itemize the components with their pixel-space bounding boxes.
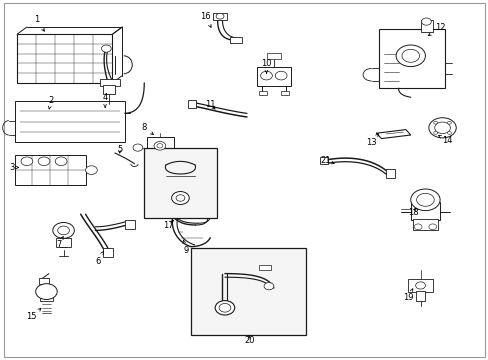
- Circle shape: [416, 193, 433, 206]
- Text: 1: 1: [34, 15, 44, 31]
- Bar: [56, 238, 71, 247]
- Text: 11: 11: [204, 100, 215, 109]
- Circle shape: [58, 226, 69, 235]
- Circle shape: [154, 141, 165, 150]
- Bar: [378, 29, 444, 88]
- Text: 2: 2: [48, 96, 54, 109]
- Circle shape: [21, 157, 33, 166]
- Circle shape: [102, 45, 111, 52]
- Bar: [386, 169, 394, 178]
- Circle shape: [428, 224, 436, 230]
- Text: 17: 17: [163, 220, 174, 230]
- Text: 19: 19: [402, 289, 413, 302]
- Bar: [266, 53, 281, 59]
- Text: 15: 15: [26, 309, 41, 321]
- Bar: [40, 292, 53, 301]
- Circle shape: [53, 222, 74, 238]
- Bar: [212, 13, 227, 20]
- Bar: [410, 202, 439, 220]
- Bar: [320, 157, 327, 164]
- Circle shape: [433, 121, 437, 124]
- Circle shape: [157, 144, 163, 148]
- Circle shape: [133, 144, 142, 151]
- Circle shape: [395, 45, 425, 67]
- Bar: [17, 34, 112, 83]
- Circle shape: [36, 284, 57, 300]
- Bar: [259, 265, 271, 270]
- Text: 10: 10: [261, 59, 271, 73]
- Text: 18: 18: [407, 208, 418, 217]
- Bar: [407, 279, 432, 292]
- Text: 9: 9: [183, 240, 188, 255]
- Bar: [190, 248, 305, 335]
- Bar: [420, 20, 432, 32]
- Text: 12: 12: [427, 23, 445, 36]
- Circle shape: [410, 189, 439, 211]
- Bar: [281, 91, 288, 95]
- Text: 21: 21: [319, 156, 333, 165]
- Text: 5: 5: [117, 145, 122, 154]
- Bar: [15, 101, 124, 142]
- Text: 14: 14: [438, 135, 452, 145]
- Bar: [144, 148, 216, 218]
- Text: 20: 20: [244, 336, 254, 345]
- Bar: [102, 85, 115, 94]
- Bar: [39, 278, 49, 284]
- Circle shape: [433, 131, 437, 134]
- Bar: [15, 155, 85, 185]
- Circle shape: [447, 131, 450, 134]
- Text: 3: 3: [10, 163, 19, 172]
- Bar: [150, 165, 169, 171]
- Bar: [102, 248, 113, 257]
- Circle shape: [260, 71, 272, 80]
- Circle shape: [447, 121, 450, 124]
- Text: 13: 13: [366, 134, 378, 147]
- Bar: [100, 79, 120, 86]
- Bar: [146, 137, 173, 157]
- Bar: [415, 291, 425, 301]
- Text: 7: 7: [56, 237, 63, 249]
- Circle shape: [421, 18, 430, 25]
- Text: 4: 4: [102, 93, 107, 107]
- Bar: [412, 219, 437, 230]
- Circle shape: [85, 166, 97, 175]
- Circle shape: [219, 303, 230, 312]
- Circle shape: [171, 192, 189, 204]
- Circle shape: [434, 122, 449, 134]
- Text: 16: 16: [200, 12, 211, 27]
- Bar: [229, 37, 242, 43]
- Bar: [259, 91, 266, 95]
- Circle shape: [55, 157, 67, 166]
- Circle shape: [413, 224, 421, 230]
- Circle shape: [428, 118, 455, 138]
- Circle shape: [176, 195, 184, 201]
- Text: 6: 6: [95, 251, 103, 266]
- Circle shape: [275, 71, 286, 80]
- Bar: [149, 156, 171, 166]
- Bar: [124, 220, 135, 229]
- Circle shape: [264, 283, 273, 290]
- Circle shape: [215, 301, 234, 315]
- Text: 8: 8: [142, 123, 153, 135]
- Circle shape: [38, 157, 50, 166]
- Bar: [256, 67, 290, 86]
- Circle shape: [415, 282, 425, 289]
- Circle shape: [216, 13, 224, 19]
- Circle shape: [401, 49, 419, 62]
- Bar: [188, 100, 195, 108]
